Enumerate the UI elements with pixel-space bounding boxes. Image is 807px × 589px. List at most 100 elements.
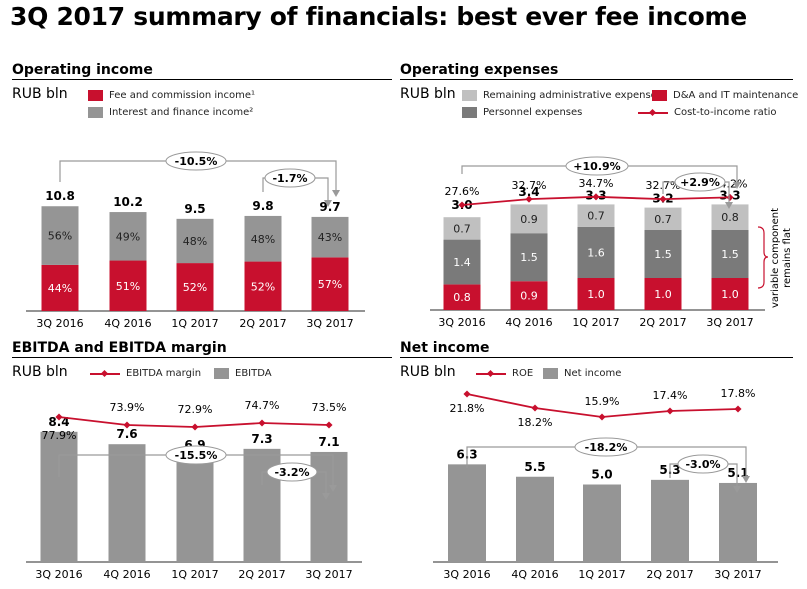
- bar-net-income: [516, 476, 554, 562]
- legend-line-icon: [90, 372, 120, 375]
- bar-segment-fee: [244, 261, 282, 311]
- line-marker: [598, 413, 606, 421]
- x-tick-label: 4Q 2016: [511, 568, 558, 581]
- x-tick-label: 3Q 2016: [443, 568, 490, 581]
- line-data-label: 77.9%: [42, 429, 77, 442]
- line-data-label: 17.8%: [721, 387, 756, 400]
- legend-swatch-grey: [543, 368, 558, 379]
- change-label: -18.2%: [585, 441, 628, 454]
- segment-label: 52%: [251, 280, 275, 293]
- bar-segment-personnel: [443, 239, 481, 285]
- x-tick-label: 4Q 2016: [505, 316, 552, 329]
- x-tick-label: 3Q 2017: [306, 317, 353, 330]
- legend-item-roe: ROE: [476, 368, 533, 379]
- segment-label: 0.7: [654, 213, 672, 226]
- x-tick-label: 3Q 2017: [706, 316, 753, 329]
- segment-label: 56%: [48, 230, 72, 243]
- bar-segment-interest: [176, 218, 214, 264]
- side-note-line2: remains flat: [782, 228, 793, 288]
- bar-segment-remaining-admin: [644, 207, 682, 230]
- change-label: -3.2%: [274, 466, 309, 479]
- line-marker: [666, 407, 674, 415]
- unit-label: RUB bln: [400, 364, 456, 380]
- bar-segment-interest: [244, 215, 282, 262]
- bar-net-income: [719, 482, 757, 562]
- bar-net-income: [448, 464, 486, 562]
- line-marker: [463, 390, 471, 398]
- line-marker: [531, 404, 539, 412]
- change-label: -1.7%: [272, 172, 307, 185]
- operating-income-chart: 44% 56% 10.8 3Q 2016 51% 49% 10.2 4Q 2016 52% 48%…: [26, 151, 365, 330]
- bar-segment-da-it: [644, 278, 682, 310]
- bar-segment-da-it: [443, 284, 481, 310]
- segment-label: 48%: [183, 235, 207, 248]
- x-tick-label: 1Q 2017: [171, 568, 218, 581]
- bar-segment-interest: [41, 206, 79, 265]
- change-label: -10.5%: [175, 155, 218, 168]
- line-data-label: 18.2%: [518, 416, 553, 429]
- change-label: -15.5%: [175, 449, 218, 462]
- bar-value-label: 7.1: [318, 435, 339, 449]
- segment-label: 0.9: [520, 213, 538, 226]
- bar-segment-interest: [311, 216, 349, 258]
- bar-ebitda: [176, 455, 214, 562]
- bar-segment-remaining-admin: [443, 217, 481, 240]
- arrow-head-icon: [733, 486, 741, 493]
- bar-ebitda: [108, 444, 146, 562]
- change-label: +2.9%: [680, 176, 720, 189]
- page-title: 3Q 2017 summary of financials: best ever…: [10, 2, 747, 31]
- unit-label: RUB bln: [12, 86, 68, 102]
- bar-ebitda: [40, 431, 78, 562]
- legend-swatch-red: [88, 90, 103, 101]
- line-marker: [458, 201, 466, 209]
- bar-net-income: [583, 484, 621, 562]
- line-marker: [592, 193, 600, 201]
- change-badge: [264, 168, 316, 188]
- line-data-label: 34.7%: [579, 177, 614, 190]
- arrow-head-icon: [322, 493, 330, 500]
- bar-value-label: 7.3: [251, 432, 272, 446]
- line-marker: [258, 419, 266, 427]
- x-tick-label: 2Q 2017: [239, 317, 286, 330]
- bar-value-label: 5.0: [591, 468, 612, 482]
- panel-title: EBITDA and EBITDA margin: [12, 340, 392, 358]
- x-tick-label: 3Q 2016: [438, 316, 485, 329]
- bar-segment-personnel: [510, 233, 548, 282]
- line-data-label: 74.7%: [245, 399, 280, 412]
- arrow-head-icon: [329, 485, 337, 492]
- segment-label: 1.4: [453, 256, 471, 269]
- segment-label: 1.6: [587, 246, 605, 259]
- change-badge: [165, 445, 227, 465]
- arrow-head-icon: [725, 202, 733, 209]
- x-tick-label: 2Q 2017: [639, 316, 686, 329]
- x-tick-label: 1Q 2017: [171, 317, 218, 330]
- total-label: 10.2: [113, 195, 143, 209]
- x-tick-label: 4Q 2016: [103, 568, 150, 581]
- bar-net-income: [651, 479, 689, 562]
- total-label: 9.5: [184, 202, 205, 216]
- segment-label: 0.7: [587, 210, 605, 223]
- legend-swatch-grey: [214, 368, 229, 379]
- unit-label: RUB bln: [12, 364, 68, 380]
- line-marker: [726, 193, 734, 201]
- segment-label: 52%: [183, 281, 207, 294]
- arrow-head-icon: [733, 182, 741, 189]
- x-tick-label: 1Q 2017: [572, 316, 619, 329]
- bar-value-label: 5.5: [524, 460, 545, 474]
- line-marker: [734, 405, 742, 413]
- legend-item-net-income: Net income: [543, 368, 621, 379]
- segment-label: 1.5: [654, 248, 672, 261]
- bar-segment-personnel: [644, 230, 682, 278]
- legend-swatch-grey: [88, 107, 103, 118]
- legend-item-ebitda: EBITDA: [214, 368, 272, 379]
- arrow-head-icon: [332, 190, 340, 197]
- legend-item-fee: Fee and commission income¹: [88, 90, 255, 101]
- line-data-label: 73.5%: [312, 401, 347, 414]
- total-label: 9.7: [319, 200, 340, 214]
- panel-title: Net income: [400, 340, 793, 358]
- x-tick-label: 4Q 2016: [104, 317, 151, 330]
- x-tick-label: 2Q 2017: [646, 568, 693, 581]
- total-label: 9.8: [252, 199, 273, 213]
- variable-component-bracket: [757, 226, 769, 289]
